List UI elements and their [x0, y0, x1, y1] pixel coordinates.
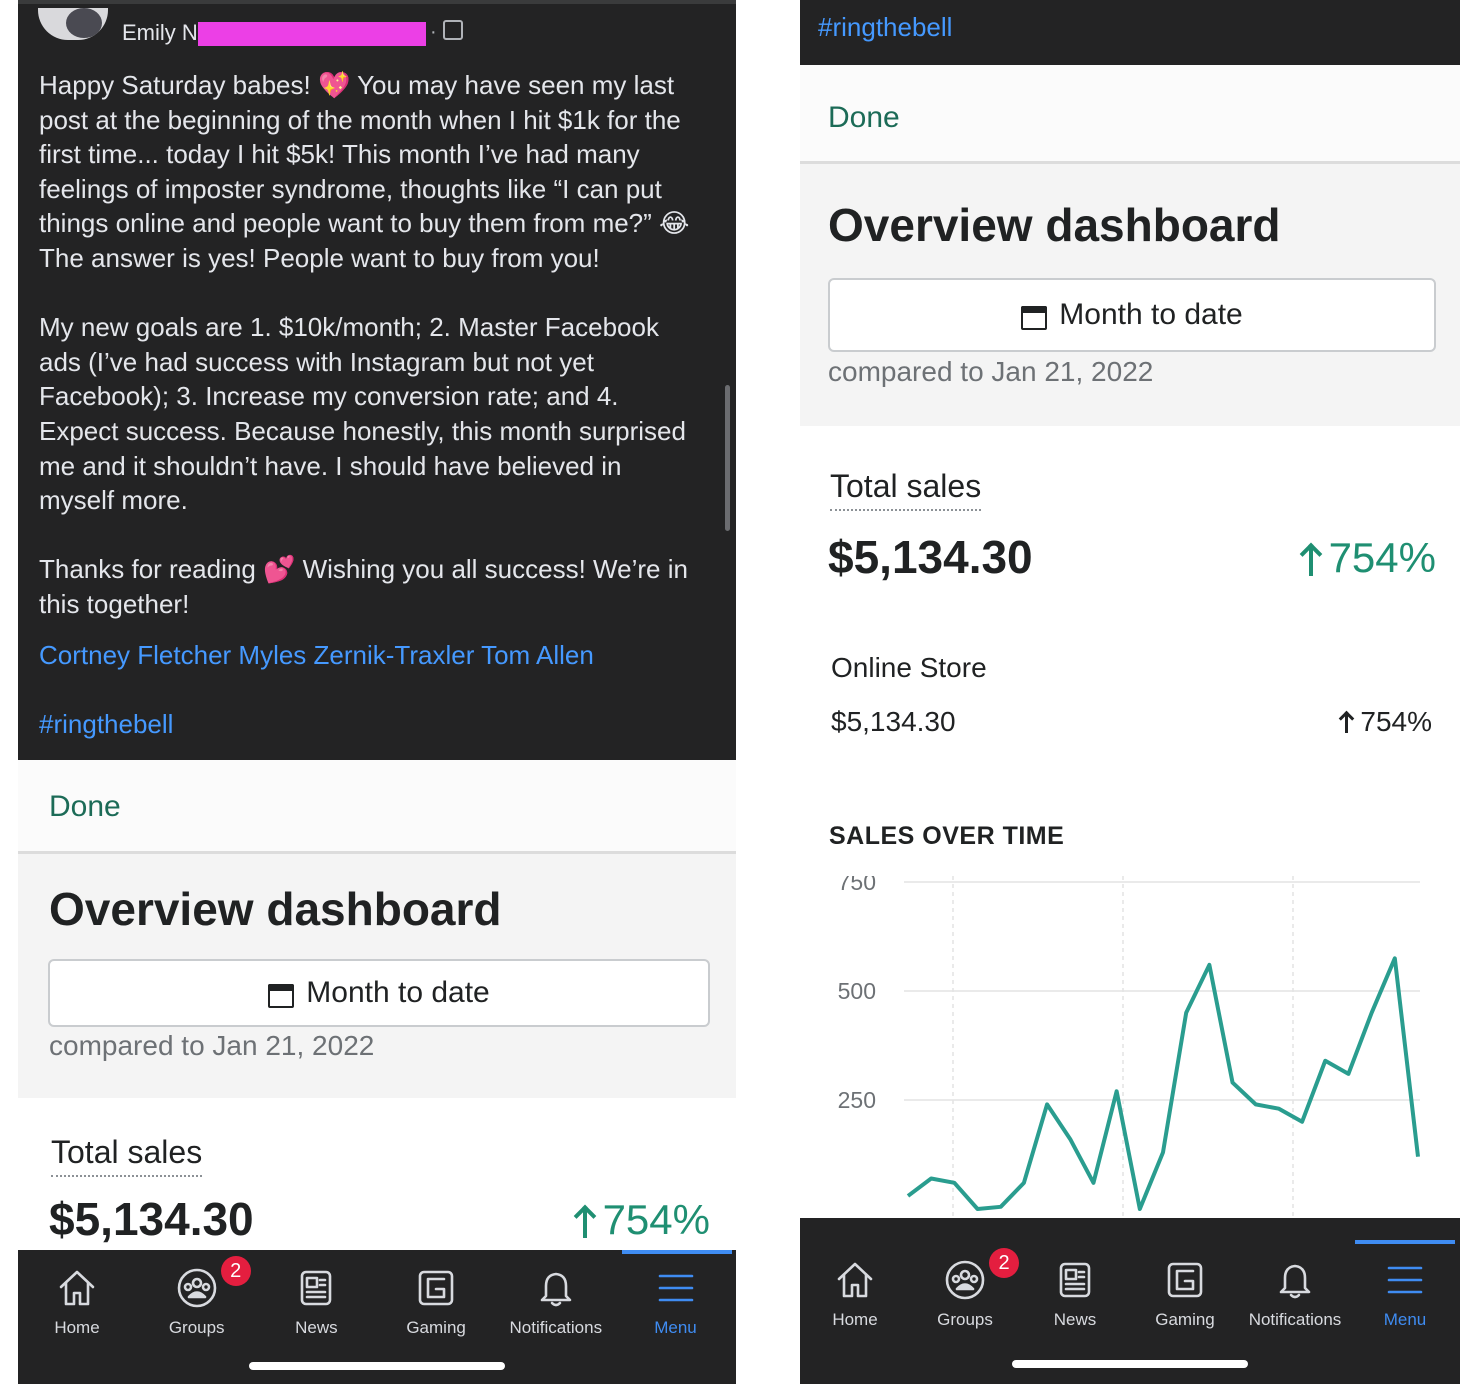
comparison-text: compared to Jan 21, 2022 — [49, 1030, 375, 1061]
gaming-icon — [1167, 1262, 1203, 1298]
total-sales-value: $5,134.30 — [49, 1193, 254, 1245]
sales-over-time-chart: 750 500 250 — [838, 876, 1420, 1226]
scrollbar[interactable] — [725, 385, 730, 531]
post-hashtag[interactable]: #ringthebell — [818, 12, 953, 42]
tab-label: Notifications — [1248, 1310, 1342, 1329]
bottom-tab-bar: Home Groups 2 News Gaming Notifications Menu — [800, 1218, 1460, 1384]
tab-label: Groups — [937, 1310, 993, 1329]
post-header-strip: #ringthebell — [800, 0, 1460, 65]
calendar-icon — [1021, 302, 1048, 330]
tab-home[interactable]: Home — [18, 1266, 137, 1338]
total-sales-change-value: 754% — [602, 1196, 710, 1243]
y-tick-label: 750 — [838, 876, 876, 895]
tab-gaming[interactable]: Gaming — [1125, 1258, 1245, 1330]
done-button[interactable]: Done — [49, 790, 121, 823]
privacy-icon — [442, 20, 463, 40]
active-tab-indicator — [1355, 1240, 1455, 1244]
date-range-label: Month to date — [306, 976, 490, 1009]
news-icon — [1059, 1262, 1091, 1298]
date-range-button[interactable]: Month to date — [828, 278, 1436, 352]
tab-label: Groups — [168, 1318, 225, 1337]
post-mentions[interactable]: Cortney Fletcher Myles Zernik-Traxler To… — [39, 640, 594, 670]
menu-icon — [658, 1274, 693, 1302]
bottom-tab-bar: Home Groups 2 News Gaming Notifications Menu — [18, 1250, 736, 1384]
tab-label: Menu — [654, 1318, 697, 1337]
sales-over-time-title: SALES OVER TIME — [829, 822, 1065, 850]
y-tick-label: 250 — [838, 1087, 876, 1113]
total-sales-value: $5,134.30 — [828, 531, 1033, 583]
tab-label: Notifications — [509, 1318, 603, 1337]
author-avatar[interactable] — [38, 8, 108, 40]
facebook-post: Emily N · Happy Saturday babes! 💖 You ma… — [18, 0, 736, 760]
menu-icon — [1387, 1266, 1423, 1294]
home-icon — [837, 1262, 873, 1298]
calendar-icon — [268, 980, 295, 1008]
left-screenshot: Emily N · Happy Saturday babes! 💖 You ma… — [18, 0, 736, 1384]
bell-icon — [540, 1272, 572, 1307]
tab-label: News — [295, 1318, 338, 1337]
home-indicator — [249, 1362, 505, 1370]
redaction-bar — [198, 22, 426, 46]
comparison-text: compared to Jan 21, 2022 — [828, 356, 1154, 387]
groups-icon — [177, 1268, 216, 1308]
notification-badge: 2 — [220, 1256, 251, 1286]
date-range-label: Month to date — [1059, 298, 1243, 331]
tab-news[interactable]: News — [1015, 1258, 1135, 1330]
total-sales-label[interactable]: Total sales — [51, 1134, 203, 1177]
done-bar: Done — [18, 760, 736, 854]
groups-icon — [945, 1260, 985, 1300]
right-screenshot: #ringthebell Done Overview dashboard Mon… — [800, 0, 1460, 1384]
tab-label: News — [1053, 1310, 1097, 1329]
arrow-up-icon — [1299, 540, 1323, 576]
page-title: Overview dashboard — [828, 199, 1281, 251]
tab-label: Gaming — [1155, 1310, 1215, 1329]
tab-notifications[interactable]: Notifications — [1235, 1258, 1355, 1330]
tab-groups[interactable]: Groups 2 — [905, 1248, 1025, 1330]
date-range-button[interactable]: Month to date — [48, 959, 710, 1027]
page-title: Overview dashboard — [49, 883, 502, 935]
overview-section: Overview dashboard Month to date compare… — [800, 164, 1460, 426]
total-sales-change: 754% — [573, 1196, 710, 1244]
tab-gaming[interactable]: Gaming — [376, 1266, 496, 1338]
tab-notifications[interactable]: Notifications — [496, 1266, 616, 1338]
total-sales-change-value: 754% — [1328, 534, 1436, 581]
tab-groups[interactable]: Groups 2 — [137, 1256, 257, 1338]
done-button[interactable]: Done — [828, 101, 900, 134]
overview-section: Overview dashboard Month to date compare… — [18, 854, 736, 1098]
privacy-separator: · — [430, 21, 437, 43]
tab-home[interactable]: Home — [800, 1258, 915, 1330]
sales-line — [906, 956, 1420, 1211]
total-sales-change: 754% — [1299, 534, 1436, 582]
online-store-label: Online Store — [831, 652, 987, 683]
tab-label: Gaming — [406, 1318, 466, 1337]
arrow-up-icon — [1338, 709, 1354, 733]
online-store-value: $5,134.30 — [831, 706, 956, 737]
privacy-indicator[interactable]: · — [430, 20, 463, 44]
home-indicator — [1012, 1360, 1248, 1368]
y-tick-label: 500 — [838, 978, 876, 1004]
total-sales-section: Total sales $5,134.30 754% — [18, 1098, 736, 1258]
done-bar: Done — [800, 65, 1460, 164]
total-sales-label[interactable]: Total sales — [830, 468, 982, 511]
tab-label: Home — [54, 1318, 100, 1337]
tab-label: Menu — [1383, 1310, 1427, 1329]
post-hashtag[interactable]: #ringthebell — [39, 709, 174, 739]
online-store-change-value: 754% — [1360, 706, 1432, 737]
news-icon — [301, 1270, 332, 1306]
sales-section: Total sales $5,134.30 754% Online Store … — [800, 426, 1460, 1226]
gaming-icon — [418, 1270, 454, 1306]
post-body: Happy Saturday babes! 💖 You may have see… — [39, 70, 690, 619]
post-top-edge — [18, 0, 736, 4]
tab-menu[interactable]: Menu — [1345, 1258, 1460, 1330]
tab-news[interactable]: News — [256, 1266, 376, 1338]
online-store-change: 754% — [1338, 706, 1432, 738]
post-author[interactable]: Emily N — [122, 20, 198, 45]
tab-label: Home — [832, 1310, 878, 1329]
arrow-up-icon — [573, 1202, 597, 1238]
notification-badge: 2 — [989, 1248, 1019, 1278]
active-tab-indicator — [622, 1250, 732, 1254]
tab-menu[interactable]: Menu — [616, 1266, 736, 1338]
home-icon — [59, 1270, 95, 1306]
bell-icon — [1279, 1264, 1311, 1299]
